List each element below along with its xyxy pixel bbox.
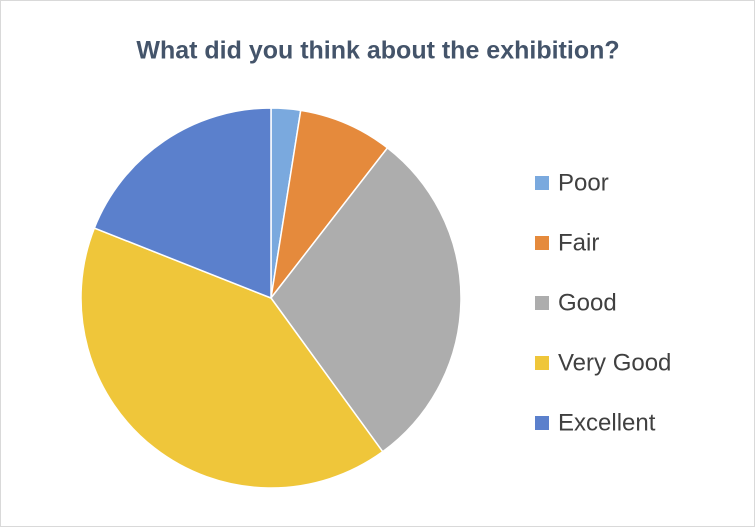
legend-swatch [535,236,549,250]
legend-label: Poor [558,169,609,196]
legend-label: Excellent [558,409,656,436]
pie-slice [270,146,462,453]
chart-title: What did you think about the exhibition? [136,37,619,65]
legend-swatch [535,416,549,430]
pie-slice [93,107,272,300]
legend-label: Very Good [558,349,671,376]
legend-swatch [535,356,549,370]
legend-swatch [535,176,549,190]
legend-label: Good [558,289,617,316]
pie [80,107,462,489]
legend: Poor Fair Good Very Good Excellent [535,169,671,436]
legend-label: Fair [558,229,599,256]
pie-slice [80,227,384,489]
pie-slice [270,109,389,299]
legend-swatch [535,296,549,310]
